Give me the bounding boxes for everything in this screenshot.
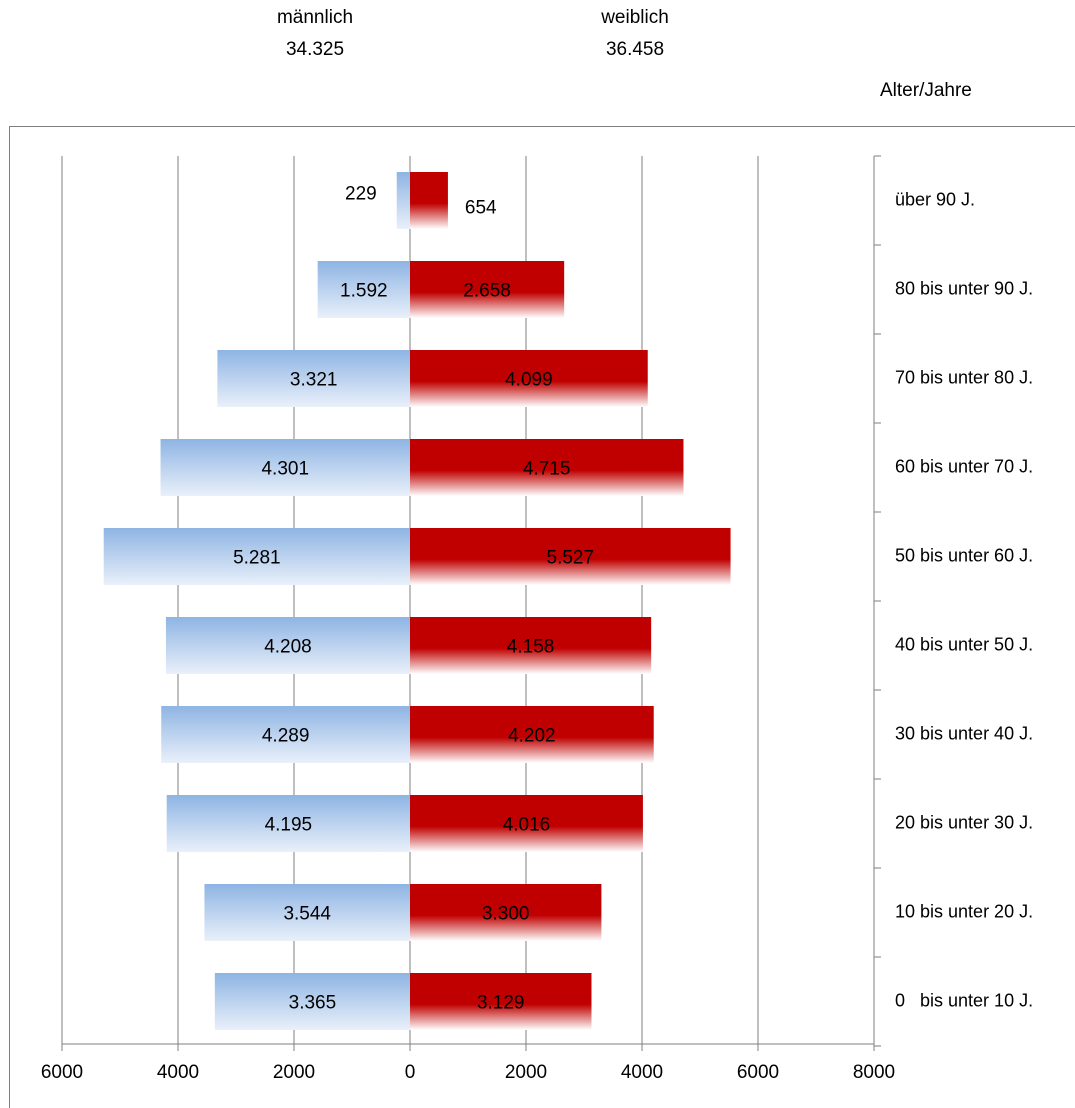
data-label-female-4: 5.527 bbox=[547, 548, 595, 569]
x-tick-label: 6000 bbox=[41, 1062, 83, 1083]
female-total: 36.458 bbox=[605, 39, 665, 60]
bar-male-3 bbox=[160, 439, 410, 496]
data-label-female-8: 3.300 bbox=[482, 904, 530, 925]
bar-female-4 bbox=[410, 528, 731, 585]
data-label-male-7: 4.195 bbox=[265, 815, 313, 836]
data-label-male-1: 1.592 bbox=[340, 281, 388, 302]
data-label-male-9: 3.365 bbox=[289, 993, 337, 1014]
male-header: männlich 34.325 bbox=[235, 2, 395, 66]
female-header: weiblich 36.458 bbox=[555, 2, 715, 66]
data-label-female-2: 4.099 bbox=[505, 370, 553, 391]
male-label: männlich bbox=[276, 7, 354, 28]
category-label-3: 60 bis unter 70 J. bbox=[895, 457, 1033, 477]
bar-female-1 bbox=[410, 261, 565, 318]
x-tick-label: 2000 bbox=[505, 1062, 547, 1083]
bar-male-0 bbox=[396, 172, 410, 229]
data-label-male-6: 4.289 bbox=[262, 726, 310, 747]
data-label-male-4: 5.281 bbox=[233, 548, 281, 569]
category-label-9: 0 bis unter 10 J. bbox=[895, 991, 1033, 1011]
bar-male-4 bbox=[103, 528, 411, 585]
category-label-1: 80 bis unter 90 J. bbox=[895, 279, 1033, 299]
data-label-female-0: 654 bbox=[465, 198, 497, 219]
category-label-4: 50 bis unter 60 J. bbox=[895, 546, 1033, 566]
data-label-male-3: 4.301 bbox=[261, 459, 309, 480]
bar-male-5 bbox=[165, 617, 410, 674]
category-label-7: 20 bis unter 30 J. bbox=[895, 813, 1033, 833]
bar-female-6 bbox=[410, 706, 654, 763]
age-axis-title: Alter/Jahre bbox=[880, 80, 972, 101]
data-label-male-0: 229 bbox=[345, 184, 377, 205]
data-label-male-2: 3.321 bbox=[290, 370, 338, 391]
data-label-female-9: 3.129 bbox=[477, 993, 525, 1014]
data-label-female-5: 4.158 bbox=[507, 637, 555, 658]
bar-male-8 bbox=[204, 884, 410, 941]
category-label-2: 70 bis unter 80 J. bbox=[895, 368, 1033, 388]
category-label-5: 40 bis unter 50 J. bbox=[895, 635, 1033, 655]
bar-female-5 bbox=[410, 617, 652, 674]
female-label: weiblich bbox=[601, 7, 669, 28]
category-label-0: über 90 J. bbox=[895, 190, 975, 210]
bar-female-8 bbox=[410, 884, 602, 941]
data-label-female-6: 4.202 bbox=[508, 726, 556, 747]
bar-female-9 bbox=[410, 973, 592, 1030]
bar-male-1 bbox=[317, 261, 410, 318]
data-label-female-7: 4.016 bbox=[503, 815, 551, 836]
x-tick-label: 4000 bbox=[157, 1062, 199, 1083]
bar-male-9 bbox=[214, 973, 410, 1030]
bar-female-0 bbox=[410, 172, 448, 229]
x-tick-label: 8000 bbox=[853, 1062, 895, 1083]
x-tick-label: 2000 bbox=[273, 1062, 315, 1083]
data-label-male-8: 3.544 bbox=[283, 904, 331, 925]
bar-female-2 bbox=[410, 350, 648, 407]
data-label-female-3: 4.715 bbox=[523, 459, 571, 480]
x-tick-label: 0 bbox=[405, 1062, 416, 1083]
bar-male-6 bbox=[161, 706, 410, 763]
male-total: 34.325 bbox=[285, 39, 345, 60]
data-label-male-5: 4.208 bbox=[264, 637, 312, 658]
data-label-female-1: 2.658 bbox=[463, 281, 511, 302]
category-label-6: 30 bis unter 40 J. bbox=[895, 724, 1033, 744]
x-tick-label: 4000 bbox=[621, 1062, 663, 1083]
chart-frame bbox=[9, 126, 1075, 1108]
x-tick-label: 6000 bbox=[737, 1062, 779, 1083]
bar-male-7 bbox=[166, 795, 410, 852]
bar-female-3 bbox=[410, 439, 684, 496]
category-label-8: 10 bis unter 20 J. bbox=[895, 902, 1033, 922]
bar-female-7 bbox=[410, 795, 643, 852]
bar-male-2 bbox=[217, 350, 410, 407]
